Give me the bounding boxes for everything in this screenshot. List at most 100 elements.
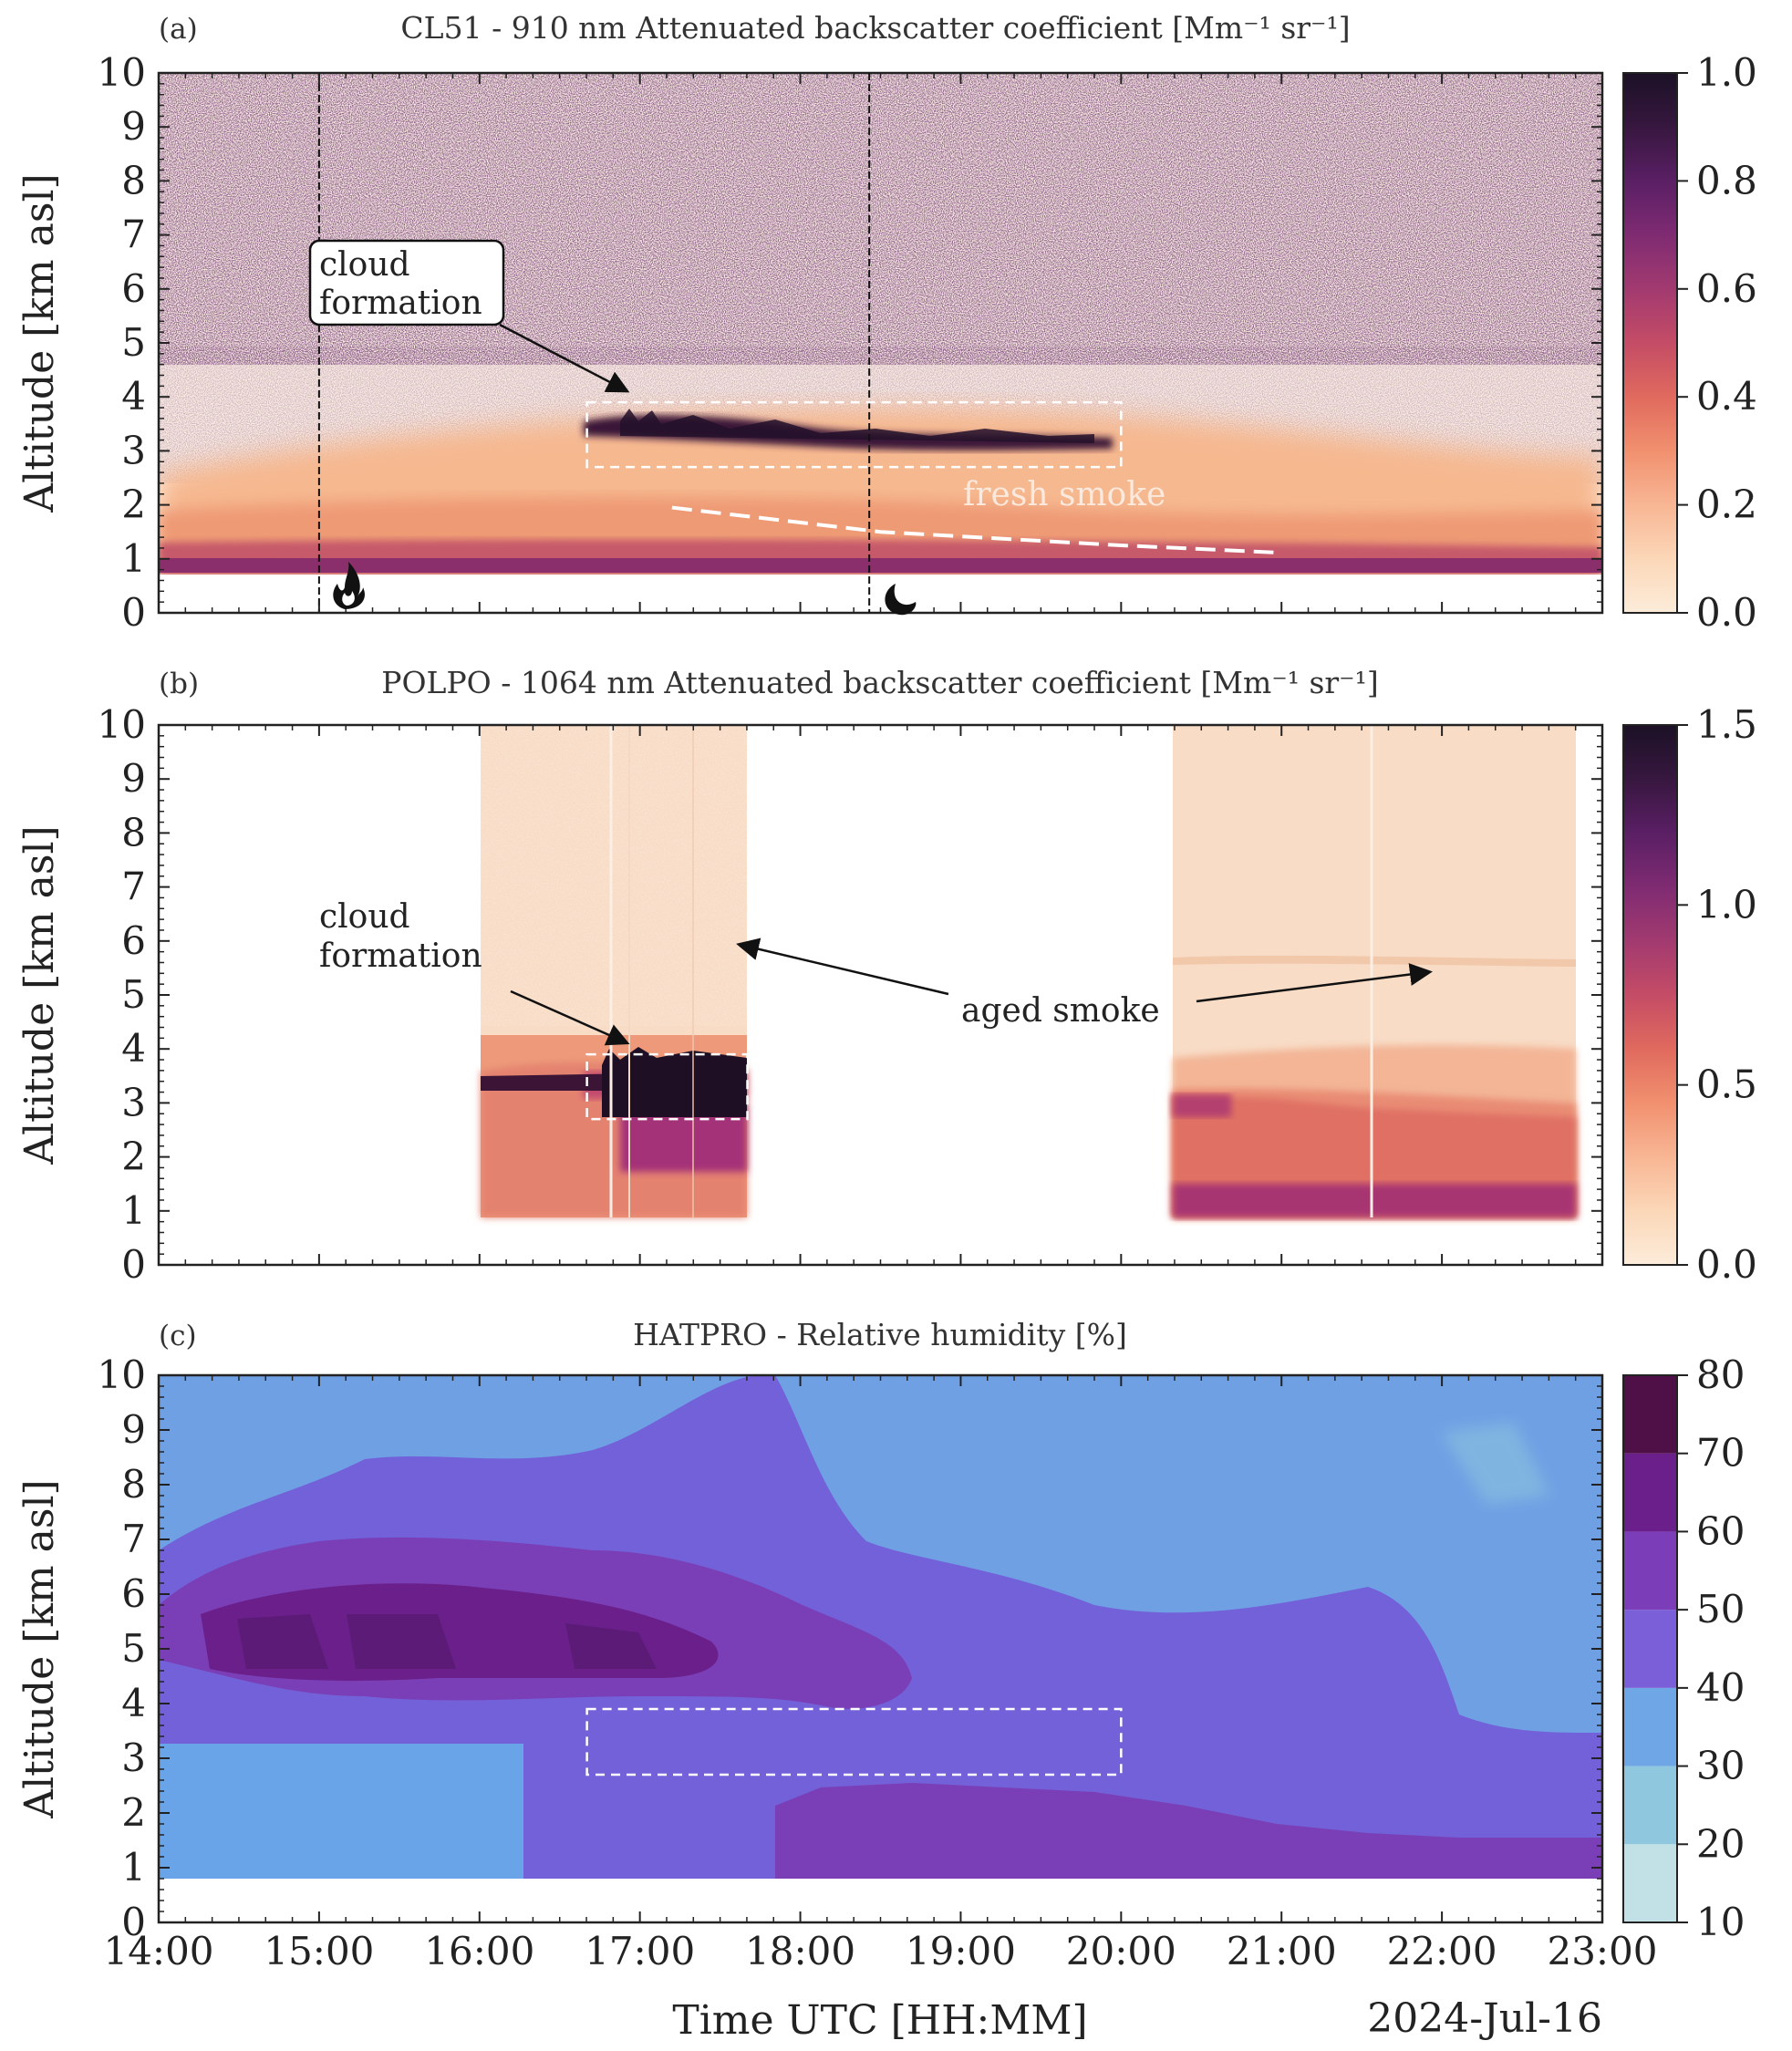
y-tick-label: 1: [121, 536, 146, 581]
y-tick-label: 7: [121, 212, 146, 257]
y-tick-label: 5: [121, 972, 146, 1017]
x-tick-label: 17:00: [585, 1929, 695, 1973]
panel-a: (a) CL51 - 910 nm Attenuated backscatter…: [16, 10, 1757, 635]
date-label: 2024-Jul-16: [1367, 1995, 1602, 2042]
colorbar-tick-label: 30: [1696, 1744, 1745, 1788]
colorbar-tick-label: 1.5: [1696, 702, 1757, 747]
panel-b: (b) POLPO - 1064 nm Attenuated backscatt…: [16, 665, 1757, 1287]
panel-c-axes: 0 1 2 3 4 5 6 7 8 9 10 Altitude [km asl] 14:00 15:00 1…: [16, 1352, 1658, 1973]
y-tick-label: 8: [121, 158, 146, 202]
x-tick-label: 18:00: [745, 1929, 855, 1973]
colorbar-frame: [1622, 1374, 1678, 1923]
y-tick-label: 5: [121, 1626, 146, 1671]
x-tick-label: 21:00: [1227, 1929, 1337, 1973]
y-tick-label: 9: [121, 756, 146, 801]
y-tick-label: 6: [121, 266, 146, 311]
panel-b-axes: 0 1 2 3 4 5 6 7 8 9 10 Altitude [km asl]: [16, 702, 1603, 1287]
colorbar-tick-label: 0.2: [1696, 482, 1757, 527]
y-tick-label: 3: [121, 1080, 146, 1124]
panel-c-colorbar-ticks: 10 20 30 40 50 60 70 80: [1677, 1352, 1745, 1944]
panel-b-heatmap: [159, 725, 1602, 1265]
y-tick-label: 3: [121, 1735, 146, 1780]
panel-a-colorbar: [1622, 72, 1678, 614]
colorbar-tick-label: 60: [1696, 1508, 1745, 1553]
y-tick-label: 9: [121, 1407, 146, 1452]
panel-b-colorbar: [1622, 724, 1678, 1266]
colorbar-tick-label: 0.0: [1696, 590, 1757, 635]
y-tick-label: 8: [121, 1462, 146, 1507]
y-tick-label: 0: [121, 1242, 146, 1287]
y-tick-label: 1: [121, 1845, 146, 1890]
colorbar-tick-label: 10: [1696, 1900, 1745, 1944]
y-tick-label: 6: [121, 1571, 146, 1616]
colorbar-level: [1623, 1453, 1677, 1532]
panel-b-aged-arrow-left: [736, 937, 949, 996]
colorbar-tick-label: 70: [1696, 1431, 1745, 1476]
y-tick-label: 2: [121, 482, 146, 527]
y-tick-label: 0: [121, 590, 146, 635]
x-tick-label: 23:00: [1547, 1929, 1657, 1973]
panel-b-aged-smoke-label: aged smoke: [961, 992, 1160, 1030]
x-tick-label: 15:00: [264, 1929, 374, 1973]
x-tick-label: 22:00: [1387, 1929, 1497, 1973]
panel-a-title: CL51 - 910 nm Attenuated backscatter coe…: [400, 10, 1350, 46]
panel-b-cloud-label: cloud formation: [319, 898, 482, 975]
panel-a-smoke-line: [671, 505, 1274, 554]
colorbar-level: [1623, 1375, 1677, 1454]
colorbar-tick-label: 0.0: [1696, 1242, 1757, 1287]
y-tick-label: 4: [121, 1681, 146, 1725]
panel-b-cloud-arrow: [510, 989, 630, 1046]
y-tick-label: 2: [121, 1790, 146, 1835]
panel-a-heatmap: [159, 73, 1602, 613]
x-tick-label: 16:00: [424, 1929, 534, 1973]
panel-a-colorbar-ticks: 0.0 0.2 0.4 0.6 0.8 1.0: [1677, 50, 1757, 635]
colorbar-level: [1623, 1766, 1677, 1845]
colorbar-level: [1623, 1531, 1677, 1611]
panel-c-colorbar: [1622, 1374, 1678, 1923]
x-tick-label: 19:00: [906, 1929, 1016, 1973]
y-tick-label: 4: [121, 1026, 146, 1071]
colorbar-tick-label: 1.0: [1696, 50, 1757, 95]
y-tick-label: 10: [98, 1352, 146, 1397]
colorbar-level: [1623, 1610, 1677, 1688]
colorbar-tick-label: 0.4: [1696, 374, 1757, 419]
colorbar-tick-label: 40: [1696, 1665, 1745, 1710]
colorbar-tick-label: 0.5: [1696, 1062, 1757, 1107]
panel-b-title: POLPO - 1064 nm Attenuated backscatter c…: [381, 665, 1378, 700]
y-tick-label: 7: [121, 1517, 146, 1561]
panel-b-cloud-text1: cloud: [319, 898, 410, 936]
panel-b-cloud-text2: formation: [319, 937, 482, 975]
y-tick-label: 9: [121, 104, 146, 149]
colorbar-level: [1623, 1687, 1677, 1766]
y-tick-label: 6: [121, 918, 146, 963]
y-axis-label: Altitude [km asl]: [16, 173, 63, 513]
panel-c-heatmap: [159, 1375, 1602, 1922]
panel-a-vlines: [317, 73, 871, 613]
panel-b-aged-arrow-right: [1196, 963, 1433, 1003]
colorbar-tick-label: 50: [1696, 1587, 1745, 1631]
colorbar-tick-label: 80: [1696, 1352, 1745, 1397]
y-axis-label: Altitude [km asl]: [16, 825, 63, 1165]
y-tick-label: 5: [121, 320, 146, 365]
x-tick-label: 20:00: [1066, 1929, 1176, 1973]
panel-a-cloud-label-box: [308, 239, 505, 326]
colorbar-level: [1623, 1844, 1677, 1922]
panel-b-window-1: [481, 725, 747, 1217]
y-tick-label: 10: [98, 702, 146, 747]
y-tick-label: 3: [121, 428, 146, 472]
y-tick-label: 8: [121, 810, 146, 855]
y-axis-label: Altitude [km asl]: [16, 1479, 63, 1818]
panel-c-box: [585, 1707, 1123, 1776]
y-tick-label: 10: [98, 50, 146, 95]
panel-a-cloud-arrow: [499, 323, 630, 393]
x-axis-label: Time UTC [HH:MM]: [672, 1997, 1087, 2044]
y-tick-label: 0: [121, 1900, 146, 1944]
fire-icon: [333, 562, 365, 609]
y-tick-label: 4: [121, 374, 146, 419]
y-tick-label: 2: [121, 1134, 146, 1179]
panel-a-label: (a): [159, 13, 198, 46]
panel-b-window-2: [1173, 725, 1576, 1217]
panel-a-cloud-text1: cloud: [319, 246, 410, 284]
y-tick-label: 1: [121, 1188, 146, 1233]
